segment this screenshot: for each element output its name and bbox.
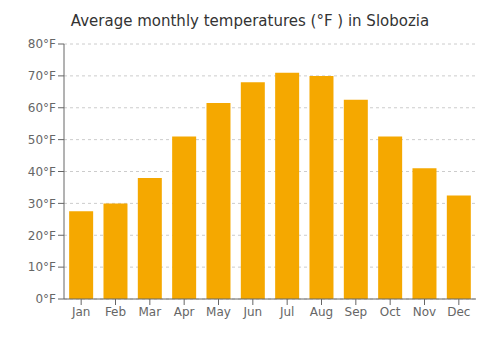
svg-text:50°F: 50°F bbox=[28, 133, 56, 147]
svg-text:Jul: Jul bbox=[279, 305, 294, 319]
svg-text:Apr: Apr bbox=[174, 305, 195, 319]
svg-text:Oct: Oct bbox=[380, 305, 401, 319]
svg-text:Jun: Jun bbox=[242, 305, 262, 319]
svg-text:Mar: Mar bbox=[139, 305, 162, 319]
svg-text:0°F: 0°F bbox=[35, 292, 56, 306]
html-text:Average monthly temperatures (: Average monthly temperatures (°F ) in Sl… bbox=[70, 12, 430, 30]
svg-text:Aug: Aug bbox=[310, 305, 333, 319]
svg-text:60°F: 60°F bbox=[28, 101, 56, 115]
svg-text:Jan: Jan bbox=[71, 305, 91, 319]
svg-text:Sep: Sep bbox=[345, 305, 368, 319]
svg-text:Dec: Dec bbox=[447, 305, 470, 319]
svg-text:80°F: 80°F bbox=[28, 37, 56, 51]
svg-text:20°F: 20°F bbox=[28, 229, 56, 243]
svg-text:40°F: 40°F bbox=[28, 165, 56, 179]
svg-text:70°F: 70°F bbox=[28, 69, 56, 83]
svg-text:Nov: Nov bbox=[413, 305, 436, 319]
svg-text:Feb: Feb bbox=[105, 305, 126, 319]
svg-text:30°F: 30°F bbox=[28, 197, 56, 211]
svg-text:10°F: 10°F bbox=[28, 260, 56, 274]
svg-text:May: May bbox=[206, 305, 231, 319]
